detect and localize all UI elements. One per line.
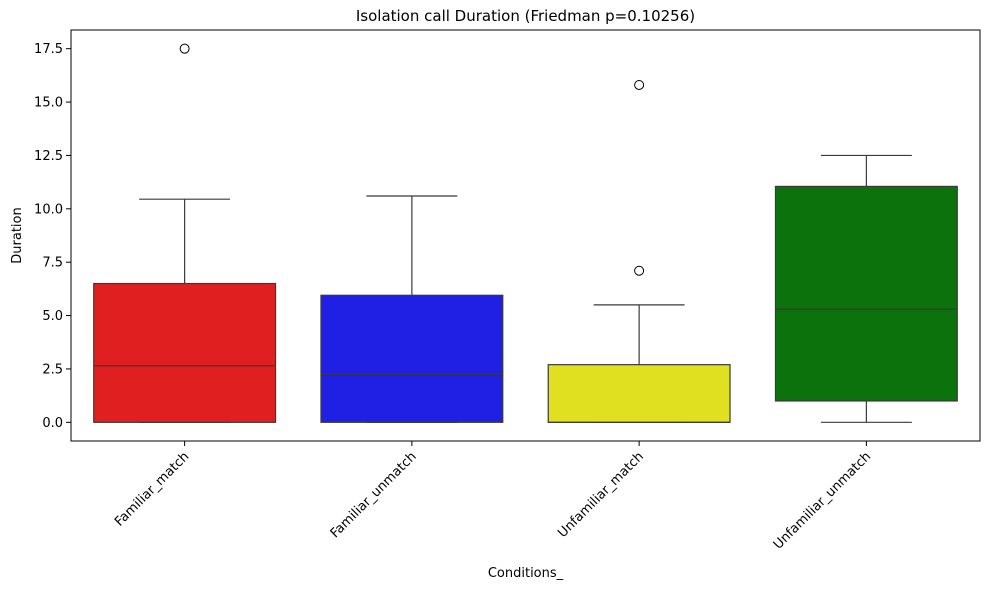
y-axis-label: Duration <box>10 207 25 263</box>
chart-title: Isolation call Duration (Friedman p=0.10… <box>356 7 695 25</box>
x-tick-label: Unfamiliar_unmatch <box>771 449 874 552</box>
x-axis-label: Conditions_ <box>488 566 564 581</box>
y-tick-label: 0.0 <box>42 416 63 431</box>
box-iqr <box>547 364 731 423</box>
y-tick-label: 15.0 <box>34 96 63 111</box>
box-iqr <box>774 185 958 402</box>
outlier-point <box>634 265 645 276</box>
box-group-unfamiliar-match <box>547 79 731 423</box>
box-iqr <box>320 294 504 423</box>
y-tick-label: 17.5 <box>34 42 63 57</box>
box-group-familiar-unmatch <box>320 195 504 423</box>
y-tick-label: 7.5 <box>42 256 63 271</box>
outlier-point <box>634 79 645 90</box>
y-tick-label: 10.0 <box>34 202 63 217</box>
x-tick-label: Familiar_match <box>112 449 192 529</box>
axes-frame <box>70 29 981 442</box>
y-axis: 0.0 2.5 5.0 7.5 10.0 12.5 15.0 17.5 <box>34 42 71 431</box>
y-tick-label: 2.5 <box>42 362 63 377</box>
y-tick-label: 12.5 <box>34 149 63 164</box>
x-tick-label: Unfamiliar_match <box>555 449 647 541</box>
outlier-point <box>179 43 190 54</box>
box-group-unfamiliar-unmatch <box>774 154 958 423</box>
x-axis: Familiar_match Familiar_unmatch Unfamiliar… <box>112 441 874 553</box>
box-iqr <box>93 282 277 423</box>
x-tick-label: Familiar_unmatch <box>328 449 420 541</box>
box-group-familiar-match <box>93 43 277 423</box>
y-tick-label: 5.0 <box>42 309 63 324</box>
plot-area <box>93 43 958 423</box>
